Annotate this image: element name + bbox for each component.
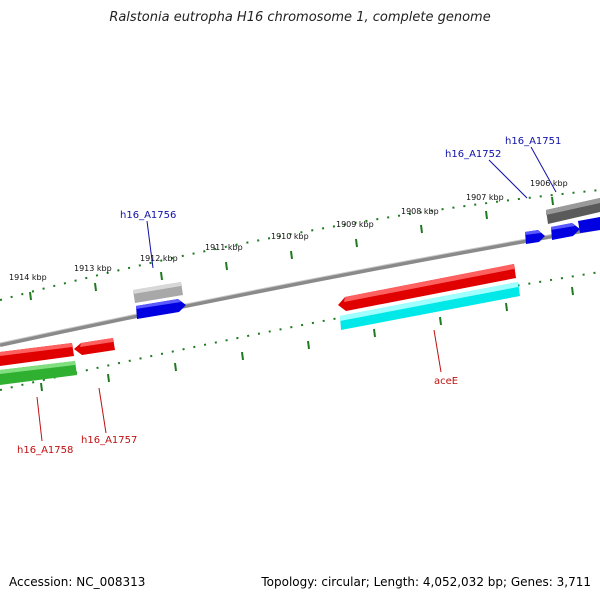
tick-label: 1910 kbp: [271, 232, 309, 241]
gene-label-h16-A1756[interactable]: h16_A1756: [120, 210, 176, 221]
gene-label-h16-A1757[interactable]: h16_A1757: [81, 435, 137, 446]
tick-label: 1914 kbp: [9, 273, 47, 282]
gene-label-h16-A1752[interactable]: h16_A1752: [445, 149, 501, 160]
tick-label: 1909 kbp: [336, 220, 374, 229]
reverse-features: [0, 264, 520, 385]
genome-summary-text: Topology: circular; Length: 4,052,032 bp…: [261, 575, 591, 589]
gene-label-h16-A1751[interactable]: h16_A1751: [505, 136, 561, 147]
gene-label-aceE[interactable]: aceE: [434, 376, 458, 387]
forward-features: [133, 198, 600, 319]
cds-right-edge: [578, 217, 600, 233]
inner-major-ticks: [40, 286, 574, 392]
tick-label: 1907 kbp: [466, 193, 504, 202]
tick-label: 1906 kbp: [530, 179, 568, 188]
label-leaders: [36, 146, 557, 442]
tick-label: 1912 kbp: [140, 254, 178, 263]
gene-label-h16-A1758[interactable]: h16_A1758: [17, 445, 73, 456]
tick-label: 1911 kbp: [205, 243, 243, 252]
outer-tick-labels: 1906 kbp 1907 kbp 1908 kbp 1909 kbp 1910…: [9, 179, 568, 282]
tick-label: 1908 kbp: [401, 207, 439, 216]
chromosome-backbone: [0, 226, 600, 347]
map-title: Ralstonia eutropha H16 chromosome 1, com…: [109, 10, 491, 25]
tick-label: 1913 kbp: [74, 264, 112, 273]
accession-text: Accession: NC_008313: [9, 575, 146, 589]
outer-major-ticks: [29, 196, 554, 301]
